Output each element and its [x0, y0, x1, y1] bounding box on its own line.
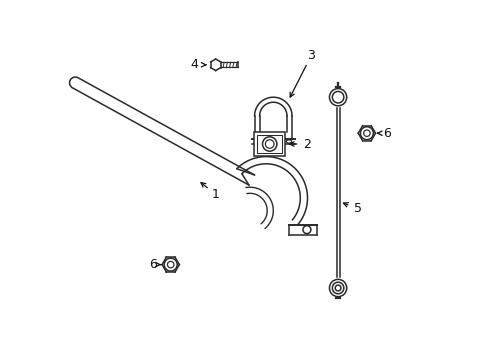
Circle shape	[332, 282, 343, 294]
Circle shape	[164, 258, 177, 271]
Text: 2: 2	[303, 138, 311, 150]
Circle shape	[329, 279, 346, 297]
Bar	[254, 132, 285, 156]
Circle shape	[265, 140, 273, 148]
Circle shape	[335, 285, 340, 291]
Bar	[257, 135, 282, 153]
Circle shape	[303, 226, 310, 234]
Text: 4: 4	[190, 58, 198, 71]
Text: 6: 6	[382, 127, 390, 140]
Text: 1: 1	[211, 188, 219, 201]
Text: 5: 5	[353, 202, 361, 215]
Circle shape	[329, 89, 346, 106]
Circle shape	[360, 127, 373, 140]
Circle shape	[363, 130, 369, 136]
Circle shape	[332, 91, 343, 103]
Text: 6: 6	[148, 258, 156, 271]
Circle shape	[167, 261, 174, 268]
Text: 3: 3	[306, 49, 314, 62]
Circle shape	[262, 137, 276, 151]
